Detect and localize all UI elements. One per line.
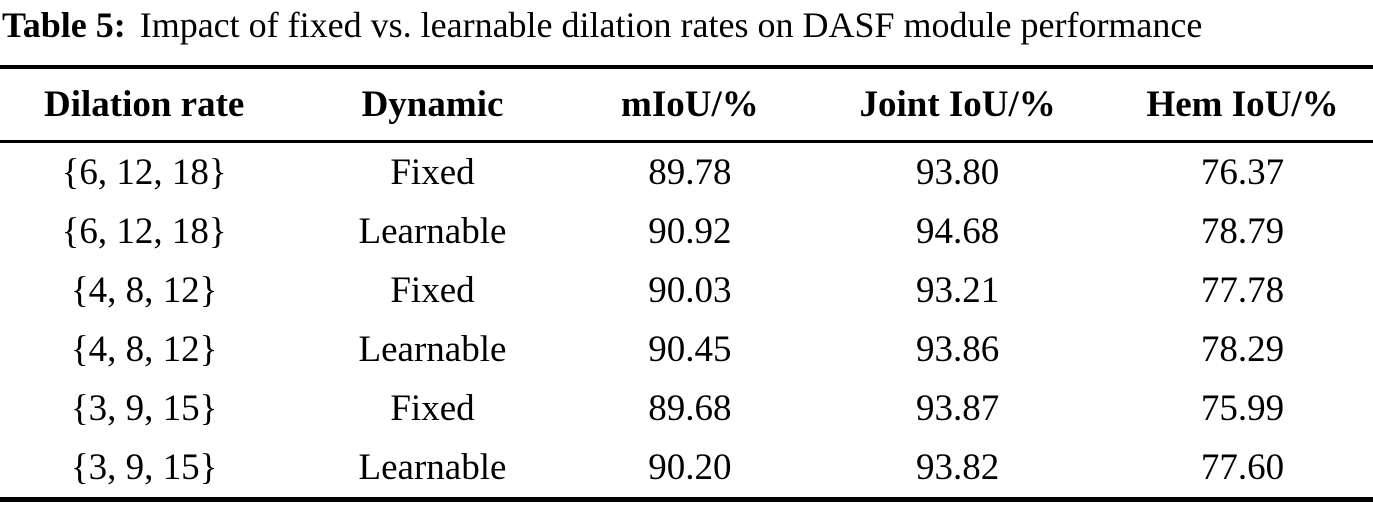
table-cell-dilation-rate: {4, 8, 12} <box>70 270 218 311</box>
table-cell-dynamic: Learnable <box>358 447 507 488</box>
table-cell-hem-iou: 78.29 <box>1200 329 1285 370</box>
table-row: {6, 12, 18} Fixed 89.78 93.80 76.37 <box>0 142 1373 203</box>
column-header-joint-iou: Joint IoU/% <box>803 67 1113 143</box>
table-cell-joint-iou: 93.21 <box>916 270 1000 311</box>
column-header-dynamic: Dynamic <box>288 67 577 143</box>
table-cell-hem-iou: 77.60 <box>1200 447 1285 488</box>
table-cell-dynamic: Learnable <box>358 211 507 252</box>
table-caption-label: Table 5: <box>2 5 126 45</box>
table-cell-dilation-rate: {3, 9, 15} <box>70 447 218 488</box>
table-cell-dilation-rate: {3, 9, 15} <box>70 388 218 429</box>
table-cell-dynamic: Fixed <box>390 152 475 193</box>
table-cell-miou: 90.03 <box>648 270 732 311</box>
table-cell-miou: 89.68 <box>648 388 732 429</box>
table-cell-joint-iou: 94.68 <box>916 211 1000 252</box>
results-table: Dilation rate Dynamic mIoU/% Joint IoU/%… <box>0 65 1373 502</box>
table-cell-dynamic: Learnable <box>358 329 507 370</box>
table-cell-miou: 89.78 <box>648 152 732 193</box>
table-cell-miou: 90.20 <box>648 447 732 488</box>
table-cell-dilation-rate: {4, 8, 12} <box>70 329 218 370</box>
table-cell-joint-iou: 93.87 <box>916 388 1000 429</box>
table-row: {3, 9, 15} Fixed 89.68 93.87 75.99 <box>0 379 1373 438</box>
table-caption-text: Impact of fixed vs. learnable dilation r… <box>139 5 1203 45</box>
table-cell-hem-iou: 78.79 <box>1200 211 1285 252</box>
table-cell-dilation-rate: {6, 12, 18} <box>61 152 227 193</box>
table-cell-joint-iou: 93.80 <box>916 152 1000 193</box>
table-cell-miou: 90.92 <box>648 211 732 252</box>
table-cell-hem-iou: 77.78 <box>1200 270 1285 311</box>
column-header-dilation-rate: Dilation rate <box>0 67 289 143</box>
table-cell-hem-iou: 75.99 <box>1200 388 1285 429</box>
table-cell-joint-iou: 93.82 <box>916 447 1000 488</box>
table-cell-hem-iou: 76.37 <box>1200 152 1285 193</box>
header-row: Dilation rate Dynamic mIoU/% Joint IoU/%… <box>0 67 1373 143</box>
table-caption: Table 5: Impact of fixed vs. learnable di… <box>0 0 1373 50</box>
table-row: {4, 8, 12} Fixed 90.03 93.21 77.78 <box>0 261 1373 320</box>
table-cell-joint-iou: 93.86 <box>916 329 1000 370</box>
table-cell-dynamic: Fixed <box>390 270 475 311</box>
table-cell-dynamic: Fixed <box>390 388 475 429</box>
table-row: {3, 9, 15} Learnable 90.20 93.82 77.60 <box>0 438 1373 500</box>
table-row: {4, 8, 12} Learnable 90.45 93.86 78.29 <box>0 320 1373 379</box>
table-row: {6, 12, 18} Learnable 90.92 94.68 78.79 <box>0 202 1373 261</box>
table-cell-miou: 90.45 <box>648 329 732 370</box>
table-cell-dilation-rate: {6, 12, 18} <box>61 211 227 252</box>
column-header-hem-iou: Hem IoU/% <box>1112 67 1373 143</box>
column-header-miou: mIoU/% <box>576 67 804 143</box>
